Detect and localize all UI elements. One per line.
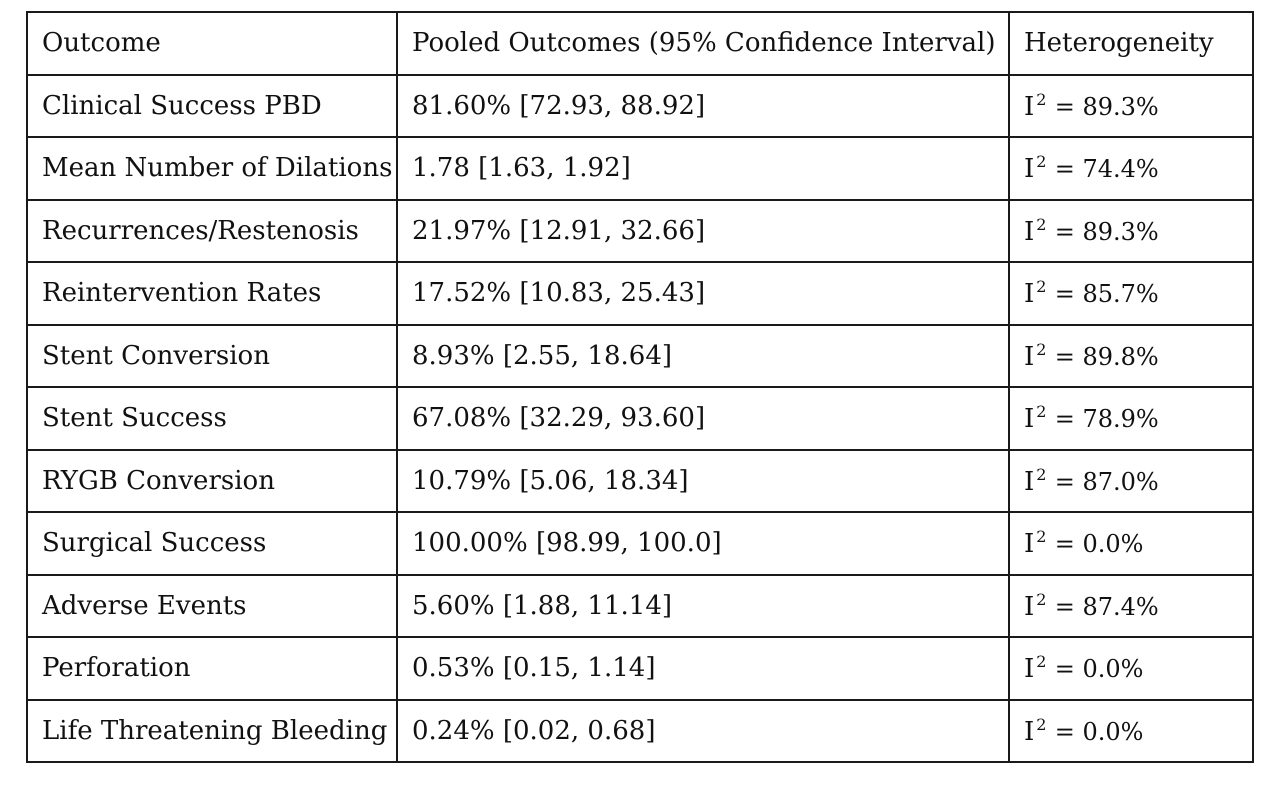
pooled-outcome-cell: 17.52% [10.83, 25.43] <box>396 261 1010 326</box>
table-row: Life Threatening Bleeding 0.24% [0.02, 0.… <box>26 698 1254 763</box>
heterogeneity-value: = 74.4% <box>1054 155 1159 184</box>
i2-superscript: 2 <box>1036 89 1047 109</box>
table-row: Reintervention Rates 17.52% [10.83, 25.43… <box>26 261 1254 326</box>
i2-superscript: 2 <box>1036 464 1047 484</box>
pooled-outcome-cell: 0.24% [0.02, 0.68] <box>396 698 1010 763</box>
pooled-outcome-cell: 0.53% [0.15, 1.14] <box>396 636 1010 701</box>
i2-symbol: I <box>1024 591 1035 622</box>
results-table: Outcome Pooled Outcomes (95% Confidence … <box>26 11 1254 763</box>
i2-symbol: I <box>1024 341 1035 372</box>
outcome-cell: RYGB Conversion <box>26 448 398 513</box>
outcome-cell: Reintervention Rates <box>26 261 398 326</box>
heterogeneity-value: = 89.3% <box>1054 217 1159 246</box>
table-row: Stent Conversion 8.93% [2.55, 18.64] I 2 = … <box>26 323 1254 388</box>
header-row: Outcome Pooled Outcomes (95% Confidence … <box>26 11 1254 76</box>
table-row: Surgical Success 100.00% [98.99, 100.0] I 2… <box>26 511 1254 576</box>
outcome-cell: Recurrences/Restenosis <box>26 198 398 263</box>
table-row: Adverse Events 5.60% [1.88, 11.14] I 2 = 87… <box>26 573 1254 638</box>
heterogeneity-value: = 0.0% <box>1054 717 1144 746</box>
header-outcome: Outcome <box>26 11 398 76</box>
i2-superscript: 2 <box>1036 152 1047 172</box>
heterogeneity-value: = 85.7% <box>1054 280 1159 309</box>
table-row: Stent Success 67.08% [32.29, 93.60] I 2 = 7… <box>26 386 1254 451</box>
heterogeneity-value: = 0.0% <box>1054 655 1144 684</box>
table-row: Clinical Success PBD 81.60% [72.93, 88.92… <box>26 73 1254 138</box>
heterogeneity-value: = 89.8% <box>1054 342 1159 371</box>
i2-symbol: I <box>1024 716 1035 747</box>
pooled-outcome-cell: 100.00% [98.99, 100.0] <box>396 511 1010 576</box>
i2-superscript: 2 <box>1036 277 1047 297</box>
outcome-cell: Stent Conversion <box>26 323 398 388</box>
outcome-cell: Stent Success <box>26 386 398 451</box>
i2-superscript: 2 <box>1036 214 1047 234</box>
pooled-outcome-cell: 8.93% [2.55, 18.64] <box>396 323 1010 388</box>
i2-symbol: I <box>1024 529 1035 560</box>
pooled-outcome-cell: 5.60% [1.88, 11.14] <box>396 573 1010 638</box>
pooled-outcome-cell: 10.79% [5.06, 18.34] <box>396 448 1010 513</box>
table-body: Clinical Success PBD 81.60% [72.93, 88.92… <box>26 73 1254 763</box>
outcome-cell: Perforation <box>26 636 398 701</box>
heterogeneity-value: = 0.0% <box>1054 530 1144 559</box>
i2-symbol: I <box>1024 279 1035 310</box>
i2-superscript: 2 <box>1036 714 1047 734</box>
pooled-outcome-cell: 21.97% [12.91, 32.66] <box>396 198 1010 263</box>
outcome-cell: Life Threatening Bleeding <box>26 698 398 763</box>
header-heterogeneity: Heterogeneity <box>1008 11 1254 76</box>
pooled-outcome-cell: 1.78 [1.63, 1.92] <box>396 136 1010 201</box>
i2-symbol: I <box>1024 91 1035 122</box>
outcome-cell: Mean Number of Dilations <box>26 136 398 201</box>
i2-superscript: 2 <box>1036 589 1047 609</box>
heterogeneity-value: = 87.4% <box>1054 592 1159 621</box>
i2-superscript: 2 <box>1036 652 1047 672</box>
i2-symbol: I <box>1024 466 1035 497</box>
heterogeneity-value: = 89.3% <box>1054 92 1159 121</box>
i2-symbol: I <box>1024 404 1035 435</box>
i2-superscript: 2 <box>1036 339 1047 359</box>
i2-symbol: I <box>1024 154 1035 185</box>
pooled-outcome-cell: 67.08% [32.29, 93.60] <box>396 386 1010 451</box>
table-row: RYGB Conversion 10.79% [5.06, 18.34] I 2 = … <box>26 448 1254 513</box>
outcome-cell: Adverse Events <box>26 573 398 638</box>
outcome-cell: Clinical Success PBD <box>26 73 398 138</box>
heterogeneity-value: = 87.0% <box>1054 467 1159 496</box>
pooled-outcome-cell: 81.60% [72.93, 88.92] <box>396 73 1010 138</box>
table-row: Mean Number of Dilations 1.78 [1.63, 1.92… <box>26 136 1254 201</box>
header-pooled-outcomes: Pooled Outcomes (95% Confidence Interval… <box>396 11 1010 76</box>
table-row: Perforation 0.53% [0.15, 1.14] I 2 = 0.0% <box>26 636 1254 701</box>
i2-symbol: I <box>1024 216 1035 247</box>
i2-symbol: I <box>1024 654 1035 685</box>
i2-superscript: 2 <box>1036 527 1047 547</box>
i2-superscript: 2 <box>1036 402 1047 422</box>
outcome-cell: Surgical Success <box>26 511 398 576</box>
heterogeneity-value: = 78.9% <box>1054 405 1159 434</box>
table-row: Recurrences/Restenosis 21.97% [12.91, 32.… <box>26 198 1254 263</box>
